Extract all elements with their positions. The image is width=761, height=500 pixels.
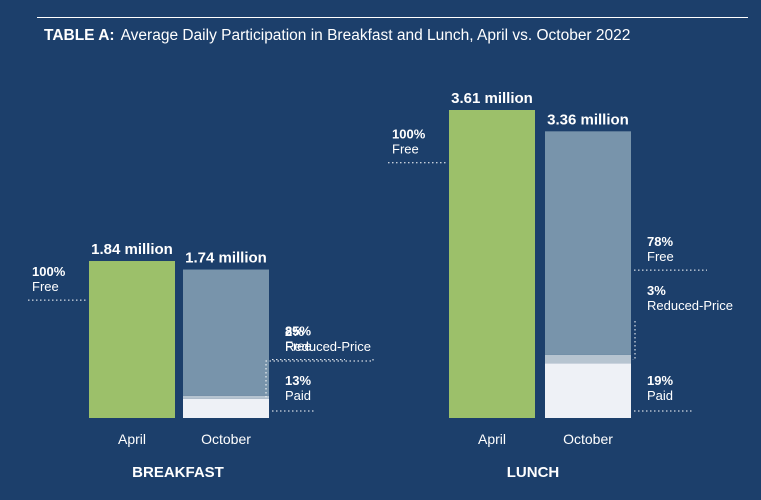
lunch-october-free-pct-label: 78% [647, 234, 673, 249]
breakfast-october-category-label: October [201, 431, 251, 447]
lunch-october-category-label: October [563, 431, 613, 447]
breakfast-october-reduced-price-segment [183, 395, 269, 399]
breakfast-october-reduced-pct-label: 2% [285, 324, 304, 339]
title-text: Average Daily Participation in Breakfast… [120, 27, 631, 44]
lunch-april-free-name-label: Free [392, 142, 419, 157]
lunch-october-paid-name-label: Paid [647, 388, 673, 403]
breakfast-april-category-label: April [118, 431, 146, 447]
lunch-april-total-label: 3.61 million [451, 90, 533, 107]
table-label: TABLE A: [44, 27, 115, 44]
breakfast-april-free-pct-label: 100% [32, 264, 66, 279]
lunch-april-category-label: April [478, 431, 506, 447]
breakfast-october-free-segment [183, 269, 269, 396]
lunch-october-free-name-label: Free [647, 249, 674, 264]
lunch-october-reduced-name-label: Reduced-Price [647, 298, 733, 313]
breakfast-october-paid-name-label: Paid [285, 388, 311, 403]
breakfast-october-paid-segment [183, 398, 269, 418]
breakfast-october-reduced-name-label: Reduced-Price [285, 339, 371, 354]
lunch-october-paid-segment [545, 363, 631, 418]
breakfast-october-free-pct-label: 85% [285, 324, 311, 339]
breakfast-october-free-name-label: Free [285, 339, 312, 354]
lunch-october-reduced-leader [632, 321, 636, 360]
breakfast-october-paid-pct-label: 13% [285, 373, 311, 388]
breakfast-panel-label: BREAKFAST [132, 464, 224, 481]
lunch-october-paid-pct-label: 19% [647, 373, 673, 388]
lunch-october-reduced-price-segment [545, 354, 631, 364]
lunch-october-reduced-pct-label: 3% [647, 283, 666, 298]
breakfast-april-total-label: 1.84 million [91, 241, 173, 258]
top-rule [37, 17, 748, 18]
breakfast-april-bar [89, 261, 175, 418]
breakfast-april-free-name-label: Free [32, 279, 59, 294]
lunch-october-total-label: 3.36 million [547, 111, 629, 128]
lunch-april-bar [449, 110, 535, 418]
lunch-april-free-pct-label: 100% [392, 127, 426, 142]
lunch-panel-label: LUNCH [507, 464, 560, 481]
breakfast-october-reduced-leader [265, 359, 374, 398]
chart-title: TABLE A: Average Daily Participation in B… [44, 27, 744, 45]
breakfast-october-total-label: 1.74 million [185, 250, 267, 267]
lunch-october-free-segment [545, 131, 631, 355]
